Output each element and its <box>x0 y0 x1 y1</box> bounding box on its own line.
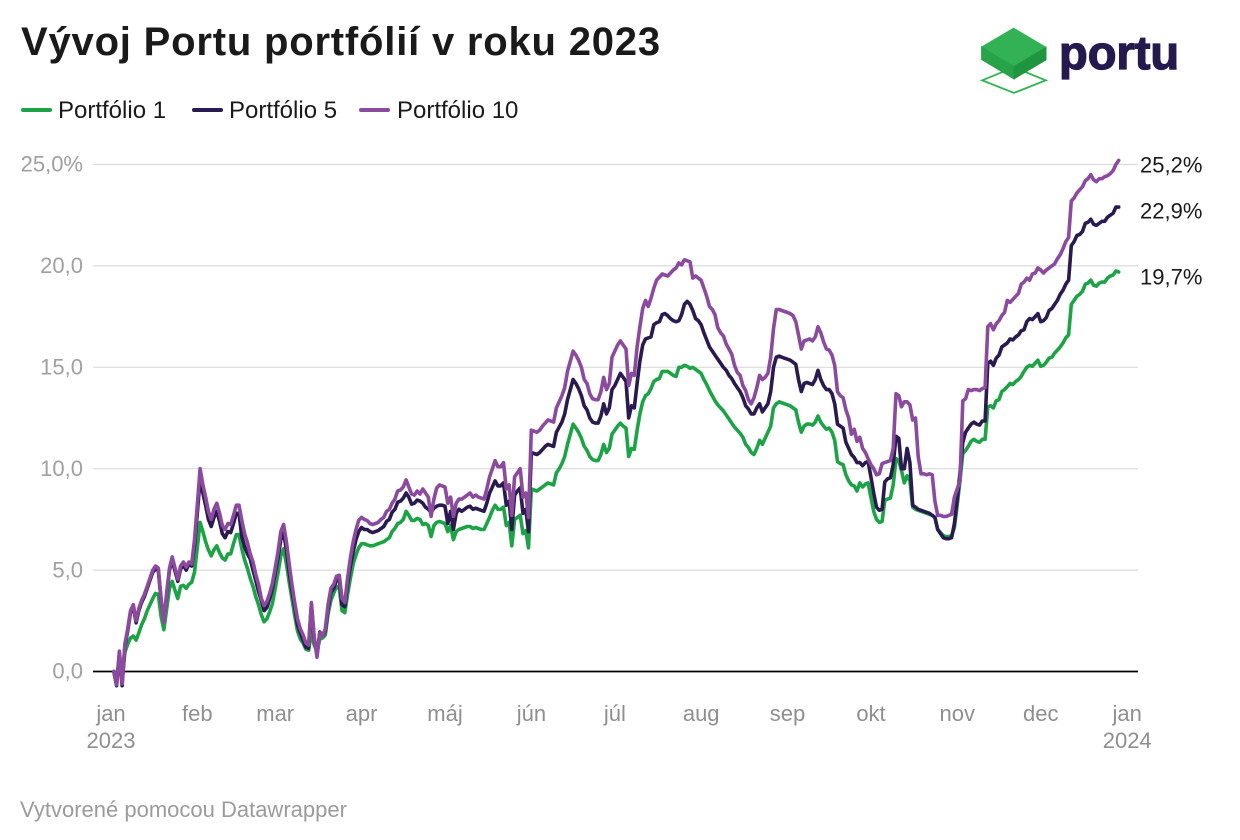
svg-text:10,0: 10,0 <box>40 456 83 481</box>
svg-text:2024: 2024 <box>1103 728 1152 753</box>
svg-text:19,7%: 19,7% <box>1140 265 1202 290</box>
svg-text:15,0: 15,0 <box>40 355 83 380</box>
svg-text:máj: máj <box>427 701 462 726</box>
svg-text:Portfólio 10: Portfólio 10 <box>397 97 518 124</box>
svg-text:5,0: 5,0 <box>52 557 83 582</box>
svg-text:20,0: 20,0 <box>40 253 83 278</box>
svg-text:Portfólio 1: Portfólio 1 <box>58 97 166 124</box>
svg-text:jún: jún <box>516 701 546 726</box>
svg-text:okt: okt <box>856 701 885 726</box>
svg-text:22,9%: 22,9% <box>1140 199 1202 224</box>
svg-text:Portfólio 5: Portfólio 5 <box>229 97 337 124</box>
svg-text:dec: dec <box>1023 701 1058 726</box>
svg-text:jan: jan <box>95 701 125 726</box>
svg-text:2023: 2023 <box>87 728 136 753</box>
svg-text:portu: portu <box>1059 26 1179 79</box>
svg-text:feb: feb <box>182 701 213 726</box>
svg-text:aug: aug <box>683 701 720 726</box>
svg-text:Vývoj Portu portfólií v roku 2: Vývoj Portu portfólií v roku 2023 <box>21 20 661 64</box>
svg-text:apr: apr <box>346 701 378 726</box>
svg-text:nov: nov <box>940 701 975 726</box>
svg-text:mar: mar <box>256 701 294 726</box>
svg-text:Vytvorené pomocou Datawrapper: Vytvorené pomocou Datawrapper <box>20 797 347 822</box>
svg-text:sep: sep <box>770 701 805 726</box>
svg-text:25,2%: 25,2% <box>1140 153 1202 178</box>
svg-text:25,0%: 25,0% <box>21 152 83 177</box>
svg-text:0,0: 0,0 <box>52 659 83 684</box>
svg-text:júl: júl <box>603 701 626 726</box>
svg-text:jan: jan <box>1112 701 1142 726</box>
